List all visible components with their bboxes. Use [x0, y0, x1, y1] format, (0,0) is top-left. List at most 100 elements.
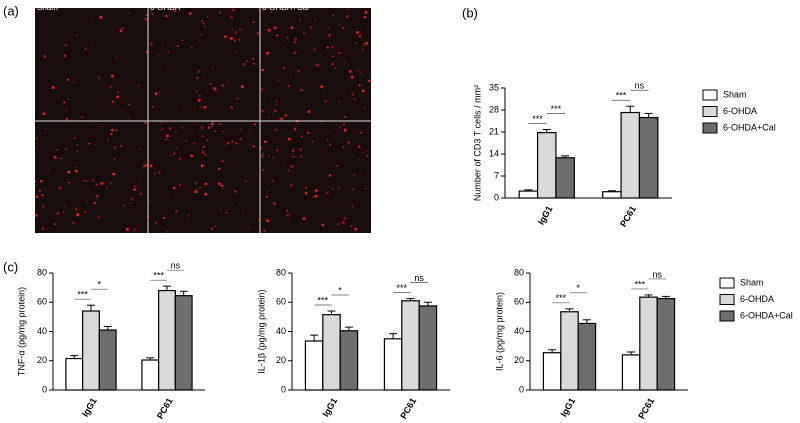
bar: [639, 296, 658, 391]
cell-dot: [353, 138, 355, 140]
cell-dot: [81, 116, 83, 118]
x-tick-label: PC61: [155, 396, 175, 420]
cell-dot: [133, 228, 136, 231]
cell-dot: [246, 60, 248, 62]
cell-dot: [358, 84, 361, 87]
cell-dot: [218, 182, 221, 186]
cell-dot: [172, 23, 174, 25]
cell-dot: [167, 51, 170, 53]
cell-dot: [117, 35, 119, 37]
cell-dot: [66, 78, 70, 81]
cell-dot: [291, 155, 294, 158]
cell-dot: [65, 110, 67, 112]
cell-dot: [326, 191, 329, 194]
cell-dot: [52, 204, 55, 206]
cell-dot: [363, 15, 367, 19]
cell-dot: [270, 11, 273, 14]
cell-dot: [303, 32, 305, 35]
cell-dot: [368, 126, 370, 128]
legend-swatch: [719, 277, 735, 289]
cell-dot: [94, 144, 96, 146]
significance-label: ns: [171, 261, 181, 271]
cell-dot: [363, 42, 366, 46]
cell-dot: [133, 185, 136, 188]
cell-dot: [137, 84, 140, 87]
y-tick-label: 40: [514, 326, 524, 336]
cell-dot: [299, 19, 301, 21]
cell-dot: [151, 34, 153, 35]
cell-dot: [226, 141, 230, 145]
cell-dot: [97, 75, 100, 78]
cell-dot: [201, 135, 204, 138]
cell-dot: [203, 77, 206, 79]
cell-dot: [198, 40, 201, 43]
cell-dot: [75, 208, 78, 211]
cell-dot: [201, 151, 205, 155]
y-tick-label: 0: [519, 384, 524, 394]
error-bar: [179, 290, 188, 296]
cell-dot: [281, 16, 283, 18]
cell-dot: [331, 46, 334, 48]
cell-dot: [111, 100, 114, 103]
cell-dot: [233, 39, 237, 42]
cell-dot: [44, 127, 47, 130]
cell-dot: [49, 211, 51, 213]
cell-dot: [110, 108, 112, 110]
significance-label: ***: [318, 295, 329, 305]
cell-dot: [166, 207, 168, 209]
cell-dot: [277, 165, 279, 167]
y-tick-label: 80: [276, 267, 286, 277]
cell-dot: [252, 145, 255, 148]
cell-dot: [85, 47, 87, 50]
cell-dot: [268, 190, 270, 192]
error-bar: [146, 357, 155, 361]
y-tick-label: 35: [489, 82, 499, 92]
significance-label: *: [338, 285, 342, 295]
cell-dot: [204, 192, 208, 196]
cell-dot: [40, 179, 43, 183]
cell-dot: [110, 182, 112, 184]
cell-dot: [351, 93, 354, 96]
cell-dot: [333, 61, 335, 63]
cell-dot: [106, 186, 108, 188]
cell-dot: [287, 169, 290, 172]
cell-dot: [360, 131, 362, 134]
cell-dot: [234, 190, 237, 193]
cell-dot: [294, 38, 297, 41]
error-bar: [103, 325, 112, 331]
cell-dot: [305, 186, 307, 189]
cell-dot: [213, 87, 216, 90]
cell-dot: [152, 105, 154, 108]
cell-dot: [194, 190, 198, 194]
cell-dot: [224, 144, 226, 147]
bar: [383, 338, 403, 391]
cell-dot: [56, 157, 59, 159]
cell-dot: [72, 81, 75, 84]
cell-dot: [74, 166, 76, 168]
cell-dot: [342, 222, 345, 224]
cell-dot: [261, 109, 264, 113]
y-tick-label: 0: [494, 192, 499, 202]
cell-dot: [159, 92, 161, 94]
cell-dot: [294, 128, 297, 131]
cell-dot: [359, 173, 361, 175]
cell-dot: [192, 142, 196, 145]
cell-dot: [98, 78, 101, 80]
cell-dot: [148, 31, 151, 34]
cell-dot: [273, 26, 277, 29]
y-tick-label: 28: [489, 104, 499, 114]
cell-dot: [324, 100, 328, 103]
cell-dot: [113, 157, 116, 160]
cell-dot: [168, 127, 172, 130]
cell-dot: [364, 11, 368, 14]
cell-dot: [253, 62, 256, 65]
cell-dot: [240, 128, 243, 131]
cell-dot: [312, 196, 315, 198]
cell-dot: [351, 205, 354, 208]
cell-dot: [128, 117, 131, 119]
cell-dot: [347, 8, 349, 11]
cell-dot: [256, 31, 260, 35]
cell-dot: [293, 51, 297, 55]
legend-label: 6-OHDA+Cal: [740, 310, 793, 320]
cell-dot: [207, 126, 211, 129]
